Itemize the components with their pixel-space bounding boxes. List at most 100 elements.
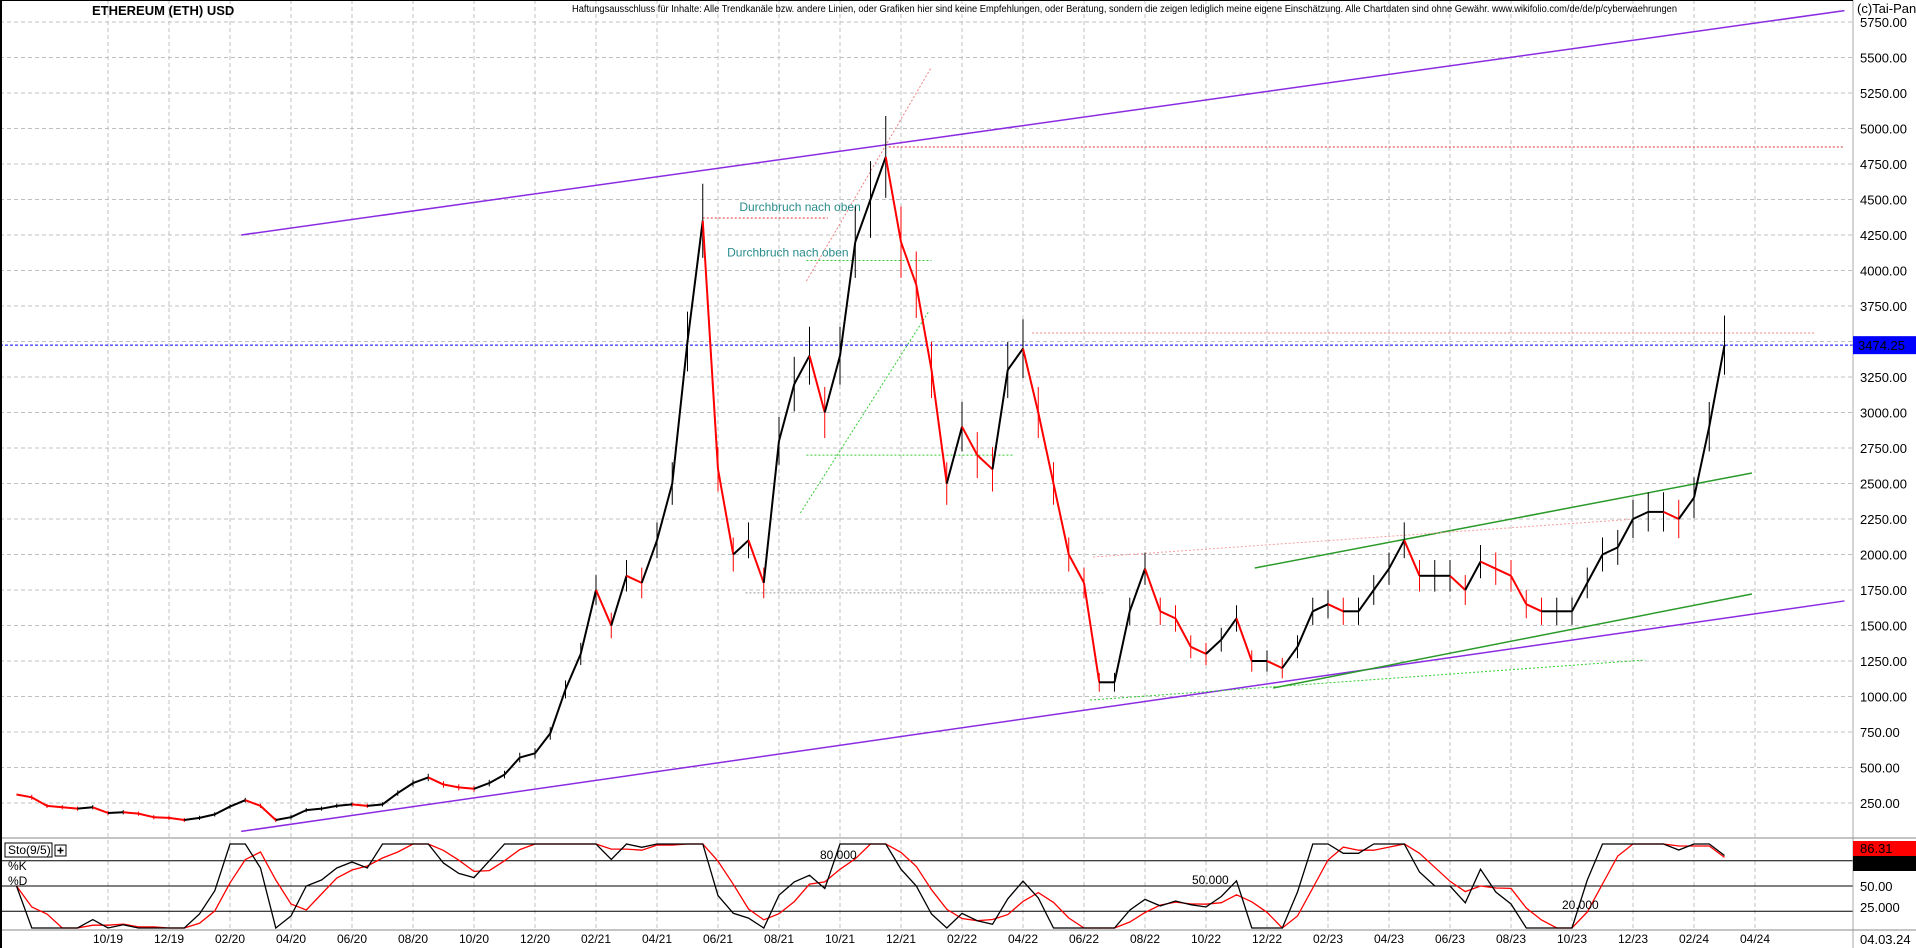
stoch-label-box	[4, 842, 53, 858]
price-segment	[381, 792, 399, 806]
price-segment	[717, 469, 735, 555]
price-segment	[123, 811, 139, 815]
stoch-axis-label: 25.000	[1860, 900, 1900, 915]
price-segment	[214, 805, 231, 816]
y-tick-label: 5000.00	[1860, 122, 1907, 137]
x-tick-label: 08/23	[1496, 932, 1526, 946]
price-segment	[1586, 554, 1604, 584]
price-segment	[1159, 610, 1176, 620]
price-segment	[793, 355, 811, 385]
price-segment	[62, 806, 78, 810]
trendline-green-channel-upper	[1254, 472, 1753, 569]
price-segment	[1083, 582, 1101, 683]
plus-icon	[57, 847, 64, 854]
x-tick-label: 10/20	[459, 932, 489, 946]
annotation-label: Durchbruch nach oben	[727, 245, 848, 259]
price-segment	[732, 539, 750, 556]
price-segment	[16, 793, 32, 799]
price-segment	[1571, 582, 1589, 612]
price-segment	[1357, 589, 1375, 612]
x-tick-label: 04/22	[1008, 932, 1038, 946]
price-segment	[77, 806, 93, 810]
price-segment	[1174, 617, 1192, 648]
price-segment	[473, 782, 490, 790]
x-tick-label: 10/21	[825, 932, 855, 946]
price-segment	[259, 805, 277, 821]
price-segment	[138, 812, 154, 819]
price-segment	[945, 426, 963, 484]
price-segment	[1495, 567, 1512, 577]
y-tick-label: 5750.00	[1860, 15, 1907, 30]
price-segment	[1372, 568, 1390, 591]
price-segment	[930, 369, 948, 484]
price-segment	[1113, 611, 1131, 683]
y-tick-label: 1500.00	[1860, 619, 1907, 634]
trendline-red-diagonal	[806, 66, 932, 282]
price-segment	[854, 199, 872, 243]
trendline-pink-diagonal	[1093, 518, 1637, 558]
price-segment	[1266, 660, 1283, 670]
price-segment	[46, 804, 63, 809]
x-tick-label: 06/22	[1069, 932, 1099, 946]
stoch-d-badge	[1853, 856, 1916, 871]
price-segment	[595, 589, 613, 626]
stoch-k-line	[15, 843, 1725, 930]
stoch-k-value: 86.31	[1860, 841, 1893, 856]
price-segment	[351, 803, 368, 807]
trendlines: Durchbruch nach oben Durchbruch nach oben	[0, 9, 1853, 833]
last-price-badge	[1853, 336, 1916, 355]
stoch-d-legend: %D	[8, 874, 28, 888]
trendline-green-dotted-support	[1090, 659, 1646, 701]
annotation-label: Durchbruch nach oben	[739, 200, 860, 214]
price-segment	[1037, 412, 1055, 484]
price-segment	[1693, 426, 1711, 498]
price-segment	[244, 799, 261, 807]
trendline-lower-channel	[241, 600, 1845, 833]
price-segment	[991, 369, 1009, 470]
price-segment	[290, 809, 307, 819]
price-segment	[823, 355, 841, 413]
price-segment	[656, 483, 674, 541]
price-segment	[488, 773, 505, 784]
y-tick-label: 3750.00	[1860, 299, 1907, 314]
price-segment	[884, 156, 902, 243]
y-tick-label: 4000.00	[1860, 264, 1907, 279]
x-tick-label: 02/20	[215, 932, 245, 946]
x-tick-label: 02/21	[581, 932, 611, 946]
price-segment	[367, 803, 383, 807]
price-segment	[1616, 518, 1634, 548]
x-tick-label: 06/23	[1435, 932, 1465, 946]
price-segment	[976, 454, 994, 471]
x-tick-label: 08/22	[1130, 932, 1160, 946]
price-segment	[701, 220, 719, 470]
grid	[0, 0, 1853, 930]
y-tick-label: 4250.00	[1860, 228, 1907, 243]
y-tick-label: 250.00	[1860, 796, 1900, 811]
price-segment	[1663, 510, 1680, 520]
price-segment	[1480, 560, 1497, 570]
price-segment	[1403, 539, 1421, 577]
stoch-label: Sto(9/5)	[8, 843, 51, 857]
disclaimer: Haftungsausschluss für Inhalte: Alle Tre…	[572, 4, 1677, 15]
x-tick-label: 02/23	[1313, 932, 1343, 946]
price-segment	[519, 752, 536, 759]
price-segment	[915, 284, 933, 371]
price-segment	[626, 574, 643, 584]
price-segment	[1312, 603, 1329, 613]
y-tick-label: 1250.00	[1860, 654, 1907, 669]
price-segment	[610, 575, 628, 626]
x-tick-label: 12/21	[886, 932, 916, 946]
copyright-label: (c)Tai-Pan	[1857, 1, 1916, 16]
y-tick-label: 4750.00	[1860, 157, 1907, 172]
price-segment	[1296, 610, 1314, 648]
price-segment	[1677, 497, 1695, 520]
price-segment	[92, 806, 109, 814]
stoch-level-label: 50.000	[1192, 873, 1229, 887]
stoch-expand-button[interactable]	[54, 844, 67, 857]
price-segment	[1602, 546, 1619, 556]
price-segment	[778, 383, 796, 442]
stoch-d-value: 84.02	[1860, 856, 1893, 871]
y-tick-label: 3000.00	[1860, 406, 1907, 421]
price-segment	[961, 426, 979, 456]
